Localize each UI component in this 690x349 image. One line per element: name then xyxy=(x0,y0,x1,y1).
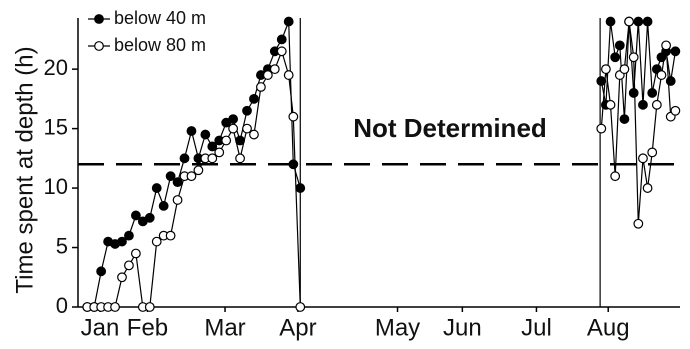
legend-marker xyxy=(94,41,104,51)
legend-label: below 80 m xyxy=(114,35,206,55)
data-point xyxy=(633,16,644,27)
data-point xyxy=(151,236,162,247)
y-tick-label: 15 xyxy=(44,114,68,139)
data-point xyxy=(276,46,287,57)
data-point xyxy=(656,70,667,80)
data-point xyxy=(117,236,127,247)
data-point xyxy=(124,230,134,241)
data-point xyxy=(619,114,630,124)
data-point xyxy=(269,64,280,75)
data-point xyxy=(288,111,299,122)
x-tick-label: Jun xyxy=(443,314,482,341)
x-tick-label: Jan xyxy=(81,314,120,341)
data-point xyxy=(228,114,239,124)
data-point xyxy=(214,147,225,158)
data-point xyxy=(124,260,134,271)
data-point xyxy=(242,105,252,116)
legend-marker xyxy=(94,14,104,24)
data-point xyxy=(179,153,190,164)
data-point xyxy=(638,99,648,110)
data-point xyxy=(276,34,287,45)
data-point xyxy=(242,123,252,134)
data-point xyxy=(151,183,162,193)
data-point xyxy=(144,212,155,223)
data-point xyxy=(172,177,183,188)
data-point xyxy=(628,88,639,98)
annotation: Not Determined xyxy=(353,113,547,143)
data-point xyxy=(228,123,239,134)
data-point xyxy=(186,126,197,136)
x-tick-label: Jul xyxy=(521,314,552,341)
data-point xyxy=(638,153,648,164)
data-point xyxy=(165,230,176,241)
y-tick-label: 0 xyxy=(56,293,68,318)
data-point xyxy=(144,302,155,312)
data-point xyxy=(642,16,653,27)
data-point xyxy=(619,64,630,75)
data-point xyxy=(221,135,232,146)
data-point xyxy=(624,16,634,27)
data-point xyxy=(165,171,176,182)
data-point xyxy=(249,93,259,104)
x-tick-label: Mar xyxy=(204,314,245,341)
data-point xyxy=(605,16,616,27)
data-point xyxy=(256,82,266,92)
data-point xyxy=(670,105,681,116)
data-point xyxy=(172,195,183,205)
data-point xyxy=(633,218,644,229)
legend-label: below 40 m xyxy=(114,8,206,28)
data-point xyxy=(249,129,259,140)
x-tick-label: Apr xyxy=(279,314,316,341)
data-point xyxy=(110,302,120,312)
data-point xyxy=(295,183,306,193)
data-point xyxy=(596,123,607,134)
y-tick-label: 20 xyxy=(44,55,68,80)
data-point xyxy=(186,171,197,182)
x-tick-label: May xyxy=(375,314,420,341)
data-point xyxy=(661,40,672,51)
data-point xyxy=(642,183,653,193)
data-point xyxy=(235,135,245,146)
data-point xyxy=(117,272,127,283)
data-point xyxy=(193,165,204,176)
data-point xyxy=(610,52,621,63)
data-point xyxy=(158,201,169,211)
data-point xyxy=(295,302,306,312)
data-point xyxy=(130,210,141,221)
data-point xyxy=(235,153,245,164)
data-point xyxy=(288,159,299,170)
data-point xyxy=(596,76,607,86)
data-point xyxy=(601,64,611,75)
data-point xyxy=(647,147,658,158)
data-point xyxy=(262,70,273,80)
data-point xyxy=(207,153,218,164)
data-point xyxy=(670,46,681,57)
x-tick-label: Aug xyxy=(587,314,630,341)
data-point xyxy=(96,266,107,277)
y-tick-label: 10 xyxy=(44,174,68,199)
data-point xyxy=(130,248,141,259)
data-point xyxy=(200,129,211,140)
data-point xyxy=(651,99,662,110)
data-point xyxy=(207,141,218,152)
x-tick-label: Feb xyxy=(127,314,168,341)
data-point xyxy=(605,99,616,110)
data-point xyxy=(628,52,639,63)
y-axis-label: Time spent at depth (h) xyxy=(11,46,38,293)
data-point xyxy=(283,70,294,80)
data-point xyxy=(283,16,294,27)
data-point xyxy=(665,76,676,86)
y-tick-label: 5 xyxy=(56,233,68,258)
data-point xyxy=(610,171,621,182)
data-point xyxy=(614,40,625,51)
data-point xyxy=(647,88,658,98)
